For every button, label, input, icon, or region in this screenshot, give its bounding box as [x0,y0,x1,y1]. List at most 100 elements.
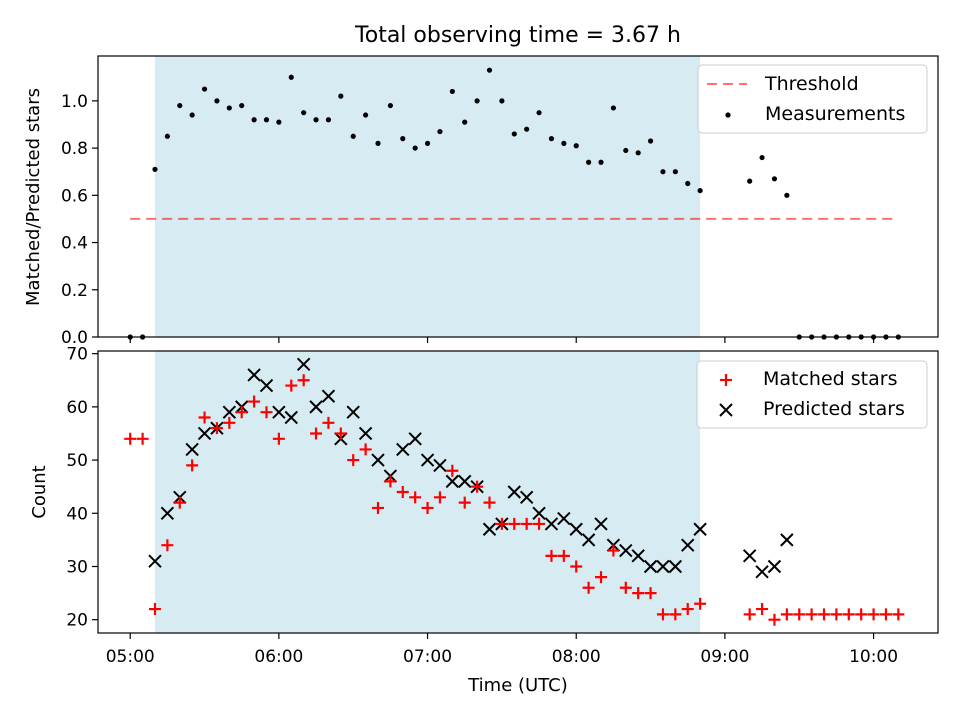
predicted-star-point [160,506,175,520]
matched-star-point [458,496,471,509]
legend-predicted-swatch [719,403,733,417]
matched-star-point [830,608,843,621]
matched-star-point [260,406,273,419]
measurement-point [697,187,703,194]
predicted-star-point [272,405,286,419]
bottom-y-ticks: 20 30 40 50 60 70 [66,345,98,631]
predicted-star-point [780,533,794,547]
matched-star-point [359,443,372,456]
predicted-star-point [346,405,360,419]
predicted-star-point [458,474,472,489]
measurement-point [164,133,170,139]
matched-star-point [495,517,508,530]
measurement-point [177,102,183,109]
measurement-point [214,98,220,104]
measurement-point [363,112,369,118]
matched-star-point [384,475,397,488]
matched-star-point [161,539,174,552]
matched-star-point [644,587,657,600]
measurement-point [152,166,158,172]
matched-star-point [347,454,360,467]
measurement-point [474,98,480,104]
matched-star-point [520,517,533,530]
top-legend: Threshold Measurements [697,64,928,134]
top-y-axis-label: Matched/Predicted stars [23,88,44,306]
predicted-star-point [185,442,199,457]
measurement-point [647,138,654,144]
measurement-point [387,102,393,109]
predicted-star-point [519,490,534,505]
predicted-star-point [767,559,782,574]
matched-star-point [855,608,868,621]
matched-star-point [570,560,583,573]
measurement-point [263,117,270,123]
measurement-point [449,88,455,95]
matched-star-point [124,432,137,445]
predicted-star-point [259,378,274,393]
matched-star-point [310,427,323,440]
matched-star-point [471,480,484,493]
measurement-point [400,136,406,142]
bottom-ytick-label: 20 [66,611,88,631]
matched-star-point [334,427,347,440]
matched-star-point [223,416,236,429]
top-y-ticks: 0.0 0.2 0.4 0.6 0.8 1.0 [61,92,98,348]
bottom-ytick-label: 60 [66,398,88,418]
matched-star-point [780,608,793,621]
matched-star-point [818,608,831,621]
measurement-point [412,145,418,151]
measurement-point [226,105,232,111]
bottom-panel: 20 30 40 50 60 70 05:00 06:00 07:00 08:00 09:00 10… [29,345,939,696]
bottom-ytick-label: 40 [66,504,88,524]
predicted-star-point [222,405,237,419]
matched-star-point [545,549,558,562]
measurement-point [784,192,790,198]
matched-star-point [372,501,384,514]
matched-star-point [285,379,298,392]
xtick-label: 10:00 [849,647,898,667]
measurement-point [424,140,431,146]
measurement-point [685,180,691,187]
top-ytick-label: 0.0 [61,328,88,348]
legend-threshold-label: Threshold [764,73,859,95]
chart-title: Total observing time = 3.67 h [354,23,681,48]
matched-star-point [743,608,756,621]
matched-star-point [656,608,669,621]
matched-star-point [756,603,769,616]
xtick-label: 06:00 [254,647,303,667]
measurement-point [511,131,517,137]
matched-star-point [297,374,310,387]
measurement-point [462,119,468,125]
matched-star-point [582,581,595,594]
predicted-star-point [668,559,683,574]
measurement-point [437,128,443,135]
matched-star-point [409,491,422,504]
matched-star-point [533,517,546,530]
matched-star-point [557,549,570,562]
bottom-ytick-label: 50 [66,451,88,471]
top-x-ticks [129,337,875,343]
matched-star-point [669,608,682,621]
predicted-star-point [643,559,658,574]
bottom-y-axis-label: Count [29,465,50,518]
matched-star-point [148,603,161,616]
measurement-point [623,147,629,154]
predicted-star-point [296,357,311,372]
bottom-legend: Matched stars Predicted stars [696,360,928,429]
matched-star-point [793,608,806,621]
matched-star-point [508,517,521,530]
predicted-star-point [569,522,583,536]
matched-star-point [879,608,892,621]
matched-star-point [483,496,496,509]
predicted-star-point [557,511,571,526]
predicted-star-point [148,554,162,568]
predicted-star-point [544,517,559,531]
top-ytick-label: 0.8 [61,139,88,159]
top-ytick-label: 0.2 [61,281,88,301]
predicted-star-point [358,426,373,441]
predicted-star-point [445,474,460,489]
measurement-point [635,150,641,156]
predicted-star-point [309,400,323,414]
predicted-star-point [371,453,385,467]
predicted-star-point [532,506,546,520]
